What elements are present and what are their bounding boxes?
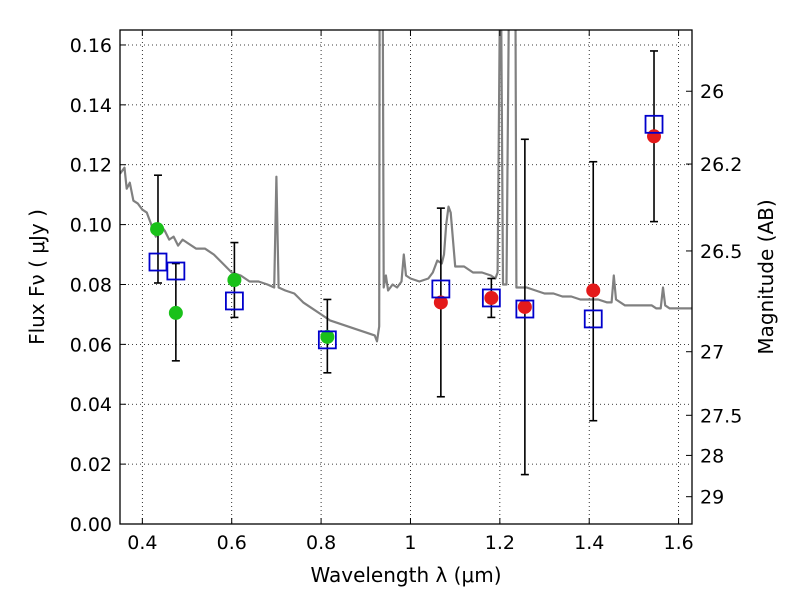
x-tick-label: 1: [404, 532, 416, 554]
y-tick-label: 0.00: [70, 514, 112, 536]
model-photometry-square: [224, 291, 244, 311]
magnitude-tick-label: 26: [700, 81, 724, 103]
observed-flux-point: [320, 329, 335, 344]
model-photometry-square: [644, 114, 664, 134]
observed-flux-point: [517, 299, 532, 314]
magnitude-tick-label: 26.5: [700, 241, 742, 263]
y-tick-label: 0.06: [70, 334, 112, 356]
observed-flux-point: [586, 283, 601, 298]
x-tick-label: 1.2: [485, 532, 515, 554]
magnitude-tick-label: 28: [700, 445, 724, 467]
x-tick-label: 1.4: [574, 532, 604, 554]
magnitude-tick-label: 27: [700, 342, 724, 364]
y2-axis-title: Magnitude (AB): [754, 199, 778, 354]
y-tick-label: 0.14: [70, 95, 112, 117]
observed-flux-point: [433, 295, 448, 310]
magnitude-tick-label: 27.5: [700, 405, 742, 427]
model-photometry-square: [166, 261, 186, 281]
y-tick-label: 0.16: [70, 35, 112, 57]
y-tick-label: 0.10: [70, 215, 112, 237]
model-photometry-square: [317, 330, 337, 350]
y-tick-label: 0.02: [70, 454, 112, 476]
observed-flux-point: [150, 222, 165, 237]
model-photometry-square: [515, 299, 535, 319]
plot-background: [120, 30, 692, 524]
x-tick-label: 0.8: [306, 532, 336, 554]
model-photometry-square: [431, 279, 451, 299]
model-photometry-square: [583, 309, 603, 329]
x-tick-label: 1.6: [663, 532, 693, 554]
observed-flux-point: [647, 129, 662, 144]
model-photometry-square: [481, 288, 501, 308]
x-tick-label: 0.6: [217, 532, 247, 554]
observed-flux-point: [484, 290, 499, 305]
magnitude-tick-label: 26.2: [700, 154, 742, 176]
model-spectrum-line: [120, 30, 692, 343]
y-axis-title: Flux Fν ( μJy ): [25, 209, 49, 345]
plot-frame: [119, 29, 693, 525]
y-tick-label: 0.08: [70, 274, 112, 296]
x-tick-label: 0.4: [127, 532, 157, 554]
axes: 0.4 0.6 0.8 1 1.2 1.4 1.6 0.00 0.02 0.04 0.06 0.08 0…: [70, 30, 742, 554]
y-tick-label: 0.12: [70, 155, 112, 177]
plot-area: [120, 30, 692, 476]
magnitude-tick-label: 29: [700, 487, 724, 509]
y-tick-label: 0.04: [70, 394, 112, 416]
observed-flux-point: [168, 305, 183, 320]
observed-flux-point: [227, 272, 242, 287]
x-axis-title: Wavelength λ (μm): [310, 563, 501, 587]
